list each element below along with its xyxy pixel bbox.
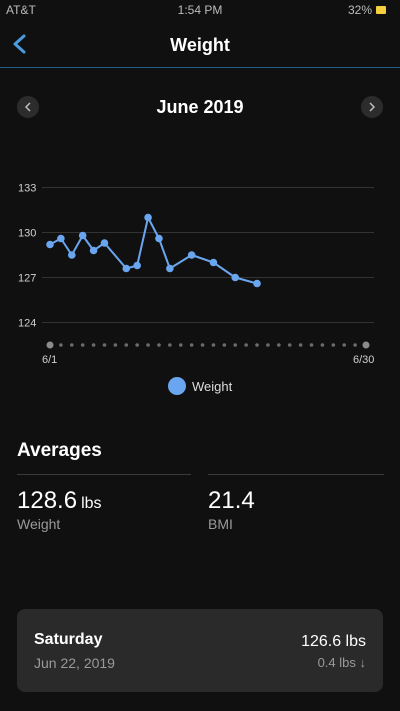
weight-average-label: Weight [17, 516, 61, 532]
day-date: Jun 22, 2019 [34, 655, 115, 671]
x-axis-day-dot [124, 343, 129, 347]
nav-bar: Weight [0, 22, 400, 68]
battery-icon [376, 6, 386, 14]
x-axis-day-dot [244, 343, 248, 347]
x-axis-day-dot [211, 343, 216, 347]
x-axis-day-dot [189, 343, 194, 347]
weight-data-point [57, 234, 65, 243]
chevron-left-icon [24, 102, 31, 112]
x-axis-day-dot [135, 343, 139, 347]
bmi-label: BMI [208, 516, 233, 532]
day-weight: 126.6 lbs [301, 633, 366, 650]
weight-data-point [122, 264, 131, 273]
x-axis-day-dot [233, 343, 238, 347]
x-axis-day-dot [309, 343, 314, 347]
bmi-value: 21.4 [208, 487, 255, 514]
x-axis-day-dot [146, 343, 150, 347]
x-axis-day-dot [46, 341, 54, 349]
x-axis-day-dot [157, 343, 161, 347]
carrier-label: AT&T [6, 3, 36, 17]
x-axis-day-dot [342, 343, 347, 347]
x-axis-day-dot [102, 343, 107, 347]
month-selector: June 2019 [0, 92, 400, 122]
x-axis-day-dot [362, 341, 370, 349]
x-axis-day-dot [113, 343, 118, 347]
weight-series-line [49, 216, 258, 285]
status-bar: AT&T 1:54 PM 32% [0, 0, 400, 22]
day-name: Saturday [34, 631, 103, 648]
next-month-button[interactable] [361, 96, 383, 118]
weight-data-point [46, 240, 54, 249]
weight-data-point [100, 239, 109, 247]
x-axis-day-dot [91, 343, 96, 347]
x-axis-day-dot [353, 343, 357, 347]
weight-data-point [209, 258, 218, 267]
day-weight-change: 0.4 lbs ↓ [317, 655, 366, 670]
page-title: Weight [170, 35, 230, 55]
weight-chart: 133 130 127 124 6/1 6/30 [18, 183, 374, 367]
x-start-label: 6/1 [42, 354, 57, 366]
x-end-label: 6/30 [353, 354, 374, 366]
weight-data-point [78, 231, 87, 240]
y-tick-label: 127 [18, 273, 36, 285]
x-axis-day-dot [298, 343, 303, 347]
x-axis-day-dot [266, 343, 270, 347]
legend-swatch [168, 377, 186, 395]
x-axis-day-dot [255, 343, 259, 347]
weight-data-point [144, 213, 152, 222]
weight-unit: lbs [81, 495, 102, 512]
weight-data-point [231, 273, 240, 282]
weight-data-point [155, 234, 163, 243]
y-tick-label: 124 [18, 318, 36, 330]
weight-data-point [187, 251, 196, 259]
bmi-average: 21.4 BMI [208, 474, 384, 534]
weight-average-value: 128.6 lbs [17, 487, 102, 515]
back-button[interactable] [6, 28, 36, 60]
x-axis-day-dot [69, 343, 74, 347]
y-tick-label: 133 [18, 183, 36, 195]
x-axis-day-dot [320, 343, 325, 347]
weight-data-point [253, 279, 261, 288]
weight-data-point [166, 264, 174, 273]
x-axis-day-dot [287, 343, 292, 347]
month-label: June 2019 [156, 97, 244, 117]
chevron-left-icon [13, 34, 26, 54]
weight-data-point [89, 246, 98, 255]
clock-label: 1:54 PM [177, 3, 223, 17]
battery-percent: 32% [347, 3, 372, 17]
x-axis-day-dot [168, 343, 172, 347]
x-axis-day-dot [59, 343, 63, 347]
weight-number: 128.6 [17, 487, 78, 514]
x-axis-day-dot [222, 343, 227, 347]
x-axis-day-dot [200, 343, 205, 347]
previous-month-button[interactable] [17, 96, 39, 118]
chevron-right-icon [369, 102, 376, 112]
y-tick-label: 130 [18, 228, 36, 240]
weight-average: 128.6 lbs Weight [17, 474, 191, 534]
day-entry-card[interactable]: Saturday Jun 22, 2019 126.6 lbs 0.4 lbs … [17, 609, 383, 692]
x-axis-day-dot [331, 343, 336, 347]
legend-label: Weight [192, 379, 233, 394]
weight-data-point [67, 251, 76, 259]
weight-data-point [133, 261, 141, 270]
x-axis-day-dot [80, 343, 85, 347]
averages-heading: Averages [17, 440, 102, 461]
x-axis-day-dot [178, 343, 183, 347]
x-axis-day-dot [277, 343, 281, 347]
